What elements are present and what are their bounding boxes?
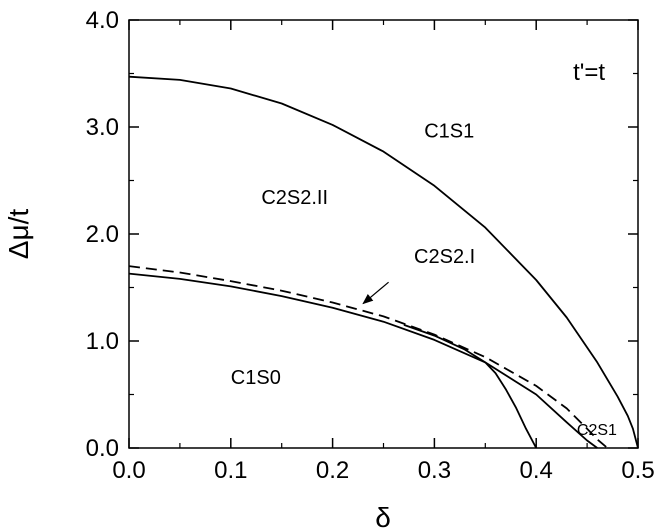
region-label-c1s1: C1S1 (424, 121, 474, 143)
region-label-c1s0: C1S0 (231, 367, 281, 389)
x-tick-label: 0.1 (214, 457, 247, 484)
region-label-c2s1: C2S1 (577, 422, 617, 439)
x-tick-label: 0.4 (520, 457, 553, 484)
x-tick-label: 0.2 (316, 457, 349, 484)
y-tick-label: 1.0 (86, 328, 119, 355)
x-axis-label: δ (375, 502, 391, 529)
phase-boundary-line-3 (128, 272, 598, 449)
axis-ticks: 0.0 0.1 0.2 0.3 0.4 0.5 0.0 1.0 2.0 3.0 4.0 (86, 7, 655, 484)
x-tick-label: 0.0 (112, 457, 145, 484)
region-label-c2s2-i: C2S2.I (414, 246, 475, 268)
region-label-c2s2-ii: C2S2.II (261, 187, 328, 209)
annotation-arrow (362, 281, 389, 305)
y-axis-label: Δμ/t (3, 209, 34, 260)
y-tick-label: 0.0 (86, 435, 119, 462)
y-tick-label: 4.0 (86, 7, 119, 34)
y-tick-label: 3.0 (86, 114, 119, 141)
phase-boundary-line-2 (128, 265, 609, 449)
series-layer (128, 75, 639, 449)
phase-boundary-line-4 (403, 324, 537, 449)
chart-title: t'=t (573, 59, 605, 86)
region-labels: C1S1 C2S2.II C2S2.I C1S0 C2S1 (231, 121, 617, 439)
x-tick-label: 0.3 (418, 457, 451, 484)
phase-boundary-line-1 (128, 75, 639, 449)
y-tick-label: 2.0 (86, 221, 119, 248)
x-tick-label: 0.5 (621, 457, 654, 484)
